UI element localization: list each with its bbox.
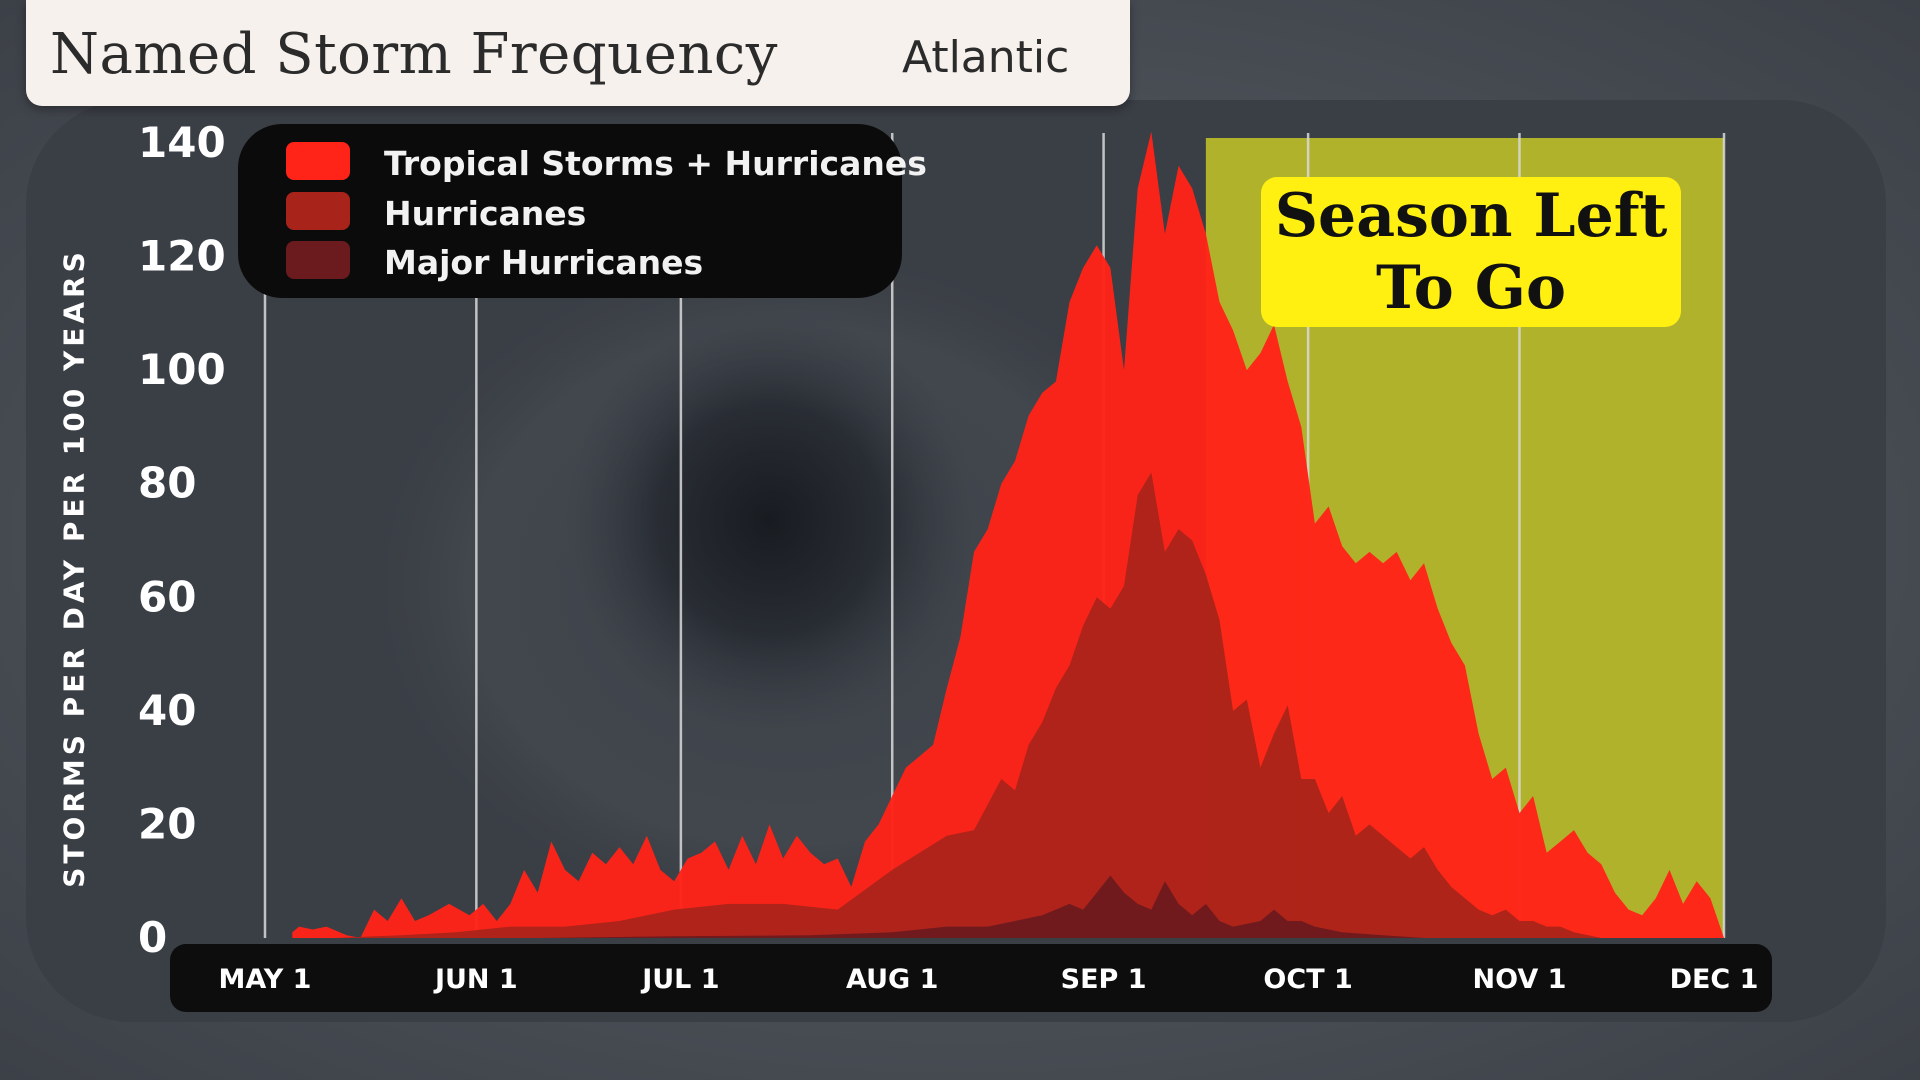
- x-tick-label-dec-1: DEC 1: [1670, 964, 1759, 995]
- y-tick-label-80: 80: [138, 459, 196, 508]
- y-tick-label-0: 0: [138, 913, 167, 962]
- chart-title: Named Storm Frequency: [50, 22, 778, 87]
- callout-line-2: To Go: [1376, 253, 1566, 323]
- x-axis-bar: [170, 944, 1772, 1012]
- area-tropical-storms-hurricanes: [292, 131, 1724, 939]
- y-tick-label-100: 100: [138, 345, 226, 394]
- title-card: Named Storm Frequency Atlantic: [26, 0, 1130, 106]
- x-tick-label-may-1: MAY 1: [219, 964, 312, 995]
- y-tick-label-140: 140: [138, 118, 226, 167]
- y-axis-label: STORMS PER DAY PER 100 YEARS: [57, 248, 91, 888]
- callout-line-1: Season Left: [1274, 181, 1668, 251]
- x-tick-label-nov-1: NOV 1: [1473, 964, 1567, 995]
- y-tick-label-20: 20: [138, 799, 196, 848]
- y-tick-label-40: 40: [138, 686, 196, 735]
- x-tick-label-jul-1: JUL 1: [640, 964, 719, 995]
- area-major-hurricanes: [537, 875, 1424, 938]
- legend-swatch-hurricanes: [286, 192, 350, 230]
- legend-label-major-hurricanes: Major Hurricanes: [384, 243, 704, 282]
- storm-eye: [565, 310, 975, 730]
- x-tick-label-sep-1: SEP 1: [1061, 964, 1147, 995]
- area-hurricanes: [333, 472, 1602, 938]
- legend: Tropical Storms + Hurricanes Hurricanes …: [238, 124, 927, 298]
- x-tick-label-aug-1: AUG 1: [846, 964, 938, 995]
- legend-swatch-tropical-storms: [286, 142, 350, 180]
- legend-swatch-major-hurricanes: [286, 241, 350, 279]
- x-tick-label-jun-1: JUN 1: [433, 964, 518, 995]
- x-tick-label-oct-1: OCT 1: [1263, 964, 1352, 995]
- region-label: Atlantic: [902, 32, 1070, 83]
- legend-label-tropical-storms: Tropical Storms + Hurricanes: [384, 144, 927, 183]
- y-tick-label-60: 60: [138, 572, 196, 621]
- y-tick-label-120: 120: [138, 232, 226, 281]
- legend-label-hurricanes: Hurricanes: [384, 194, 587, 233]
- season-left-callout: Season Left To Go: [1261, 177, 1681, 327]
